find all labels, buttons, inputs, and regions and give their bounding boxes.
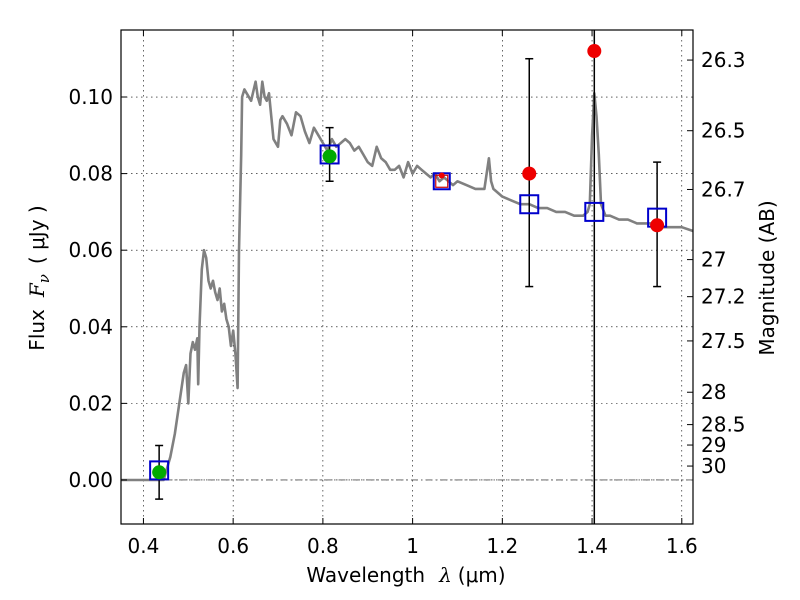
x-tick-label: 0.8 xyxy=(307,534,339,558)
y-axis-title-unit: ( μJy ) xyxy=(25,205,49,264)
model-boxes xyxy=(149,144,668,481)
y-tick-label: 0.06 xyxy=(68,238,113,262)
x-tick-label: 1.6 xyxy=(666,534,698,558)
mag-tick-label: 27.2 xyxy=(701,285,746,309)
x-axis-title-prefix: Wavelength xyxy=(306,563,425,587)
y-tick-label: 0.00 xyxy=(68,468,113,492)
grid-lines xyxy=(121,30,693,524)
x-axis-title-symbol: λ xyxy=(438,563,452,587)
mag-tick-label: 27.5 xyxy=(701,329,746,353)
mag-tick-label: 30 xyxy=(701,454,726,478)
measurement-marker xyxy=(522,166,537,181)
y-tick-label: 0.08 xyxy=(68,162,113,186)
x-axis-title-unit: (μm) xyxy=(458,563,506,587)
y-tick-label: 0.10 xyxy=(68,85,113,109)
y-axis-title-symbol: F xyxy=(25,282,49,298)
data-markers xyxy=(152,44,665,480)
mag-tick-label: 27 xyxy=(701,248,726,272)
mag-tick-label: 29 xyxy=(701,433,726,457)
plot-frame xyxy=(120,29,694,525)
model-box xyxy=(584,201,605,222)
model-box xyxy=(519,194,540,215)
mag-tick-label: 28 xyxy=(701,380,726,404)
x-axis-title: Wavelength λ (μm) xyxy=(306,563,505,587)
x-tick-label: 0.4 xyxy=(128,534,160,558)
y-tick-label: 0.04 xyxy=(68,315,113,339)
axis-ticks: 0.4 0.6 0.8 1 1.2 1.4 1.6 0.00 0.02 0.04 0.06 0.08 0… xyxy=(68,30,746,558)
detection-marker xyxy=(322,149,337,164)
measurement-marker-small xyxy=(438,172,445,179)
error-bars xyxy=(155,57,662,500)
x-tick-label: 1 xyxy=(406,534,419,558)
y-axis-title-prefix: Flux xyxy=(25,309,49,351)
spectrum-line xyxy=(121,80,694,482)
detection-marker xyxy=(152,465,167,480)
measurement-marker xyxy=(587,44,602,59)
x-tick-label: 1.4 xyxy=(576,534,608,558)
mag-tick-label: 26.3 xyxy=(701,48,746,72)
y-axis-title-subscript: ν xyxy=(35,274,53,283)
y-axis-title: Flux Fν ( μJy ) xyxy=(25,205,53,350)
template-spectrum xyxy=(121,80,694,482)
mag-tick-label: 26.5 xyxy=(701,119,746,143)
mag-tick-label: 26.7 xyxy=(701,177,746,201)
y-tick-label: 0.02 xyxy=(68,391,113,415)
y2-axis-title: Magnitude (AB) xyxy=(755,200,779,355)
x-tick-label: 0.6 xyxy=(217,534,249,558)
mag-tick-label: 28.5 xyxy=(701,413,746,437)
model-box xyxy=(149,460,170,481)
measurement-marker xyxy=(650,218,665,233)
model-box xyxy=(319,144,340,165)
x-tick-label: 1.2 xyxy=(486,534,518,558)
